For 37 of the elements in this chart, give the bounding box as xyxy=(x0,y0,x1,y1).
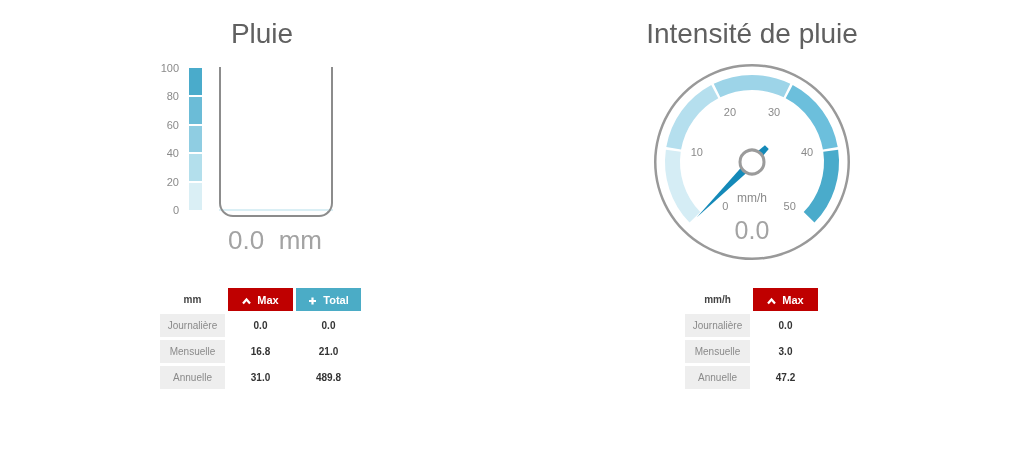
y-tick-label: 60 xyxy=(166,118,179,131)
category-label: Journalière xyxy=(160,314,225,337)
text: 10 xyxy=(690,146,704,159)
data-label: 0.0 xyxy=(777,319,794,333)
category-label: Journalière xyxy=(685,314,750,337)
category-label: Mensuelle xyxy=(160,340,225,363)
data-label: 47.2 xyxy=(774,371,797,385)
text: 20 xyxy=(723,106,737,119)
data-label: 16.8 xyxy=(249,345,272,359)
y-tick-label: 40 xyxy=(166,147,179,160)
text: 40 xyxy=(800,146,814,159)
category-label: Annuelle xyxy=(160,366,225,389)
data-label: 0.0 xyxy=(252,319,269,333)
legend-label: Total xyxy=(323,293,349,306)
data-label: 3.0 xyxy=(777,345,794,359)
data-label: 31.0 xyxy=(249,371,272,385)
y-tick-label: 80 xyxy=(166,90,179,103)
legend-label: Max xyxy=(257,293,279,306)
y-tick-label: 20 xyxy=(166,175,179,188)
legend-label: Max xyxy=(782,293,804,306)
data-label: 0.0 xyxy=(734,216,770,244)
text: 50 xyxy=(783,199,796,212)
text: 0 xyxy=(722,199,729,212)
chart-title: Pluie xyxy=(230,17,294,49)
text: mm/h xyxy=(703,293,732,307)
text: mm xyxy=(182,293,203,307)
data-label: 0.0 xyxy=(320,319,337,333)
data-label: 0.0 mm xyxy=(228,225,322,255)
data-label: 21.0 xyxy=(317,345,340,359)
y-tick-label: 0 xyxy=(172,204,179,216)
data-label: 489.8 xyxy=(315,371,342,385)
category-label: Mensuelle xyxy=(685,340,750,363)
text: Intensité de pluie xyxy=(646,17,858,49)
text: 30 xyxy=(767,106,781,119)
y-tick-label: 100 xyxy=(160,62,179,74)
text: mm/h xyxy=(737,191,767,205)
category-label: Annuelle xyxy=(685,366,750,389)
